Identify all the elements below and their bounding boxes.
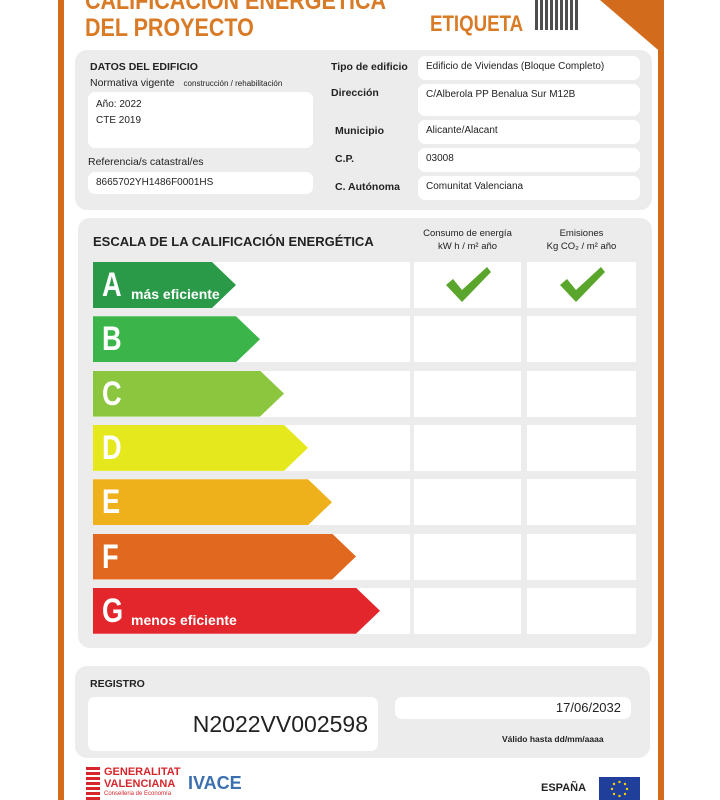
page-title: CALIFICACIÓN ENERGÉTICA DEL PROYECTO [85, 0, 386, 42]
title-line-1: CALIFICACIÓN ENERGÉTICA [85, 0, 386, 15]
class-text: menos eficiente [131, 611, 237, 628]
gv-line-2: VALENCIANA [104, 778, 176, 790]
field-value: Edificio de Viviendas (Bloque Completo) [418, 56, 640, 80]
energy-column-header: Consumo de energía kW h / m² año [414, 227, 521, 253]
section-title: DATOS DEL EDIFICIO [90, 61, 198, 73]
field-label: Tipo de edificio [331, 61, 408, 73]
energy-cell-e [414, 479, 521, 526]
catastral-label: Referencia/s catastral/es [88, 156, 204, 168]
energy-cell-b [414, 316, 521, 363]
energy-column-unit: kW h / m² año [437, 241, 498, 252]
emissions-column-unit: Kg CO₂ / m² año [546, 241, 617, 252]
emissions-column-header: Emisiones Kg CO₂ / m² año [527, 227, 636, 253]
field-label: Dirección [331, 87, 379, 99]
espana-label: ESPAÑA [541, 782, 587, 794]
qr-code [535, 0, 579, 30]
class-bar-c: C [93, 371, 284, 417]
class-bar-b: B [93, 316, 260, 362]
catastral-value: 8665702YH1486F0001HS [88, 172, 313, 194]
field-value: C/Alberola PP Benalua Sur M12B [418, 84, 640, 116]
class-letter: C [102, 374, 122, 413]
class-bar-e: E [93, 479, 332, 525]
valid-date: 17/06/2032 [395, 697, 631, 719]
right-border [658, 0, 664, 800]
emissions-cell-f [527, 533, 636, 580]
valid-label: Válido hasta dd/mm/aaaa [502, 734, 604, 744]
generalitat-emblem [86, 766, 100, 800]
class-letter: G [102, 591, 124, 630]
scale-row-e: E [93, 479, 410, 526]
emissions-cell-b [527, 316, 636, 363]
energy-cell-d [414, 424, 521, 471]
emissions-cell-e [527, 479, 636, 526]
class-text: más eficiente [131, 286, 220, 302]
field-label: C. Autónoma [335, 181, 400, 193]
checkmark-icon [559, 267, 605, 302]
ivace-logo: IVACE [188, 773, 242, 793]
scale-title: ESCALA DE LA CALIFICACIÓN ENERGÉTICA [93, 234, 374, 249]
title-line-2: DEL PROYECTO [85, 14, 254, 42]
checkmark-icon [445, 267, 491, 302]
field-value: Alicante/Alacant [418, 120, 640, 144]
gv-line-3: Conselleria de Economía [104, 791, 172, 797]
class-letter: A [102, 266, 122, 304]
corner-decoration [600, 0, 664, 55]
class-bar-d: D [93, 425, 308, 471]
registro-number: N2022VV002598 [88, 697, 378, 751]
scale-row-f: F [93, 533, 410, 580]
normativa-label: Normativa vigente construcción / rehabil… [90, 77, 282, 90]
emissions-cell-c [527, 370, 636, 417]
gv-line-1: GENERALITAT [104, 766, 181, 778]
class-letter: E [102, 483, 121, 522]
energy-cell-g [414, 587, 521, 634]
emissions-cell-g [527, 587, 636, 634]
normativa-label-text: Normativa vigente [90, 77, 175, 89]
energy-cell-f [414, 533, 521, 580]
label-heading: ETIQUETA [430, 11, 524, 36]
left-border [58, 0, 64, 800]
energy-cell-c [414, 370, 521, 417]
normativa-sub: construcción / rehabilitación [183, 79, 283, 88]
standard-value: CTE 2019 [96, 115, 142, 126]
registro-title: REGISTRO [90, 678, 145, 690]
scale-row-b: B [93, 316, 410, 363]
eu-flag-icon [599, 777, 640, 800]
scale-row-c: C [93, 370, 410, 417]
emissions-column-title: Emisiones [559, 228, 604, 239]
class-letter: D [102, 428, 122, 467]
energy-column-title: Consumo de energía [423, 228, 512, 239]
emissions-cell-d [527, 424, 636, 471]
field-value: 03008 [418, 148, 640, 172]
class-bar-f: F [93, 534, 356, 580]
field-value: Comunitat Valenciana [418, 176, 640, 200]
energy-cell-a [414, 262, 521, 308]
emissions-cell-a [527, 262, 636, 308]
field-label: Municipio [335, 125, 384, 137]
field-label: C.P. [335, 153, 355, 165]
generalitat-logo: GENERALITAT VALENCIANA Conselleria de Econ… [104, 766, 181, 798]
class-letter: B [102, 320, 122, 359]
class-letter: F [102, 537, 119, 576]
normativa-box: Año: 2022 CTE 2019 [88, 92, 313, 148]
year-value: Año: 2022 [96, 99, 142, 110]
scale-row-d: D [93, 424, 410, 471]
